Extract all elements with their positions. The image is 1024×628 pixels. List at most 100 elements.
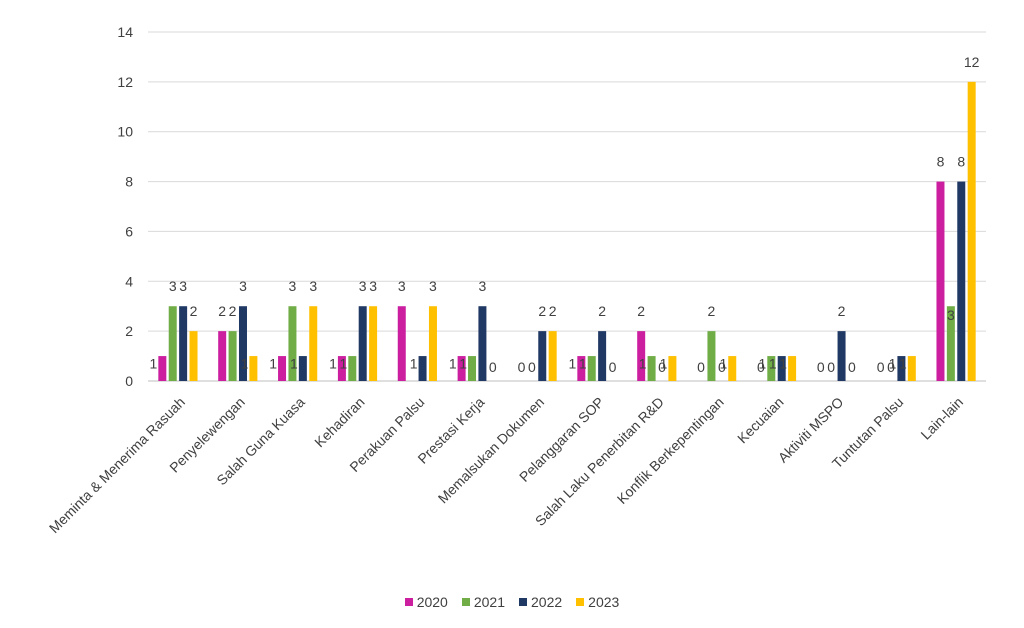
data-label: 1 (899, 356, 907, 372)
data-label: 12 (964, 54, 980, 70)
data-label: 2 (190, 303, 198, 319)
category-label: Konflik Berkepentingan (614, 394, 727, 507)
bar-2021 (767, 356, 776, 381)
bar-2023 (967, 81, 976, 381)
y-tick-label: 8 (125, 174, 133, 190)
data-label: 1 (241, 356, 249, 372)
data-label: 0 (609, 359, 617, 375)
data-label: 3 (359, 278, 367, 294)
legend-item: 2023 (576, 594, 619, 610)
bar-2023 (668, 356, 677, 381)
y-tick-label: 10 (117, 124, 133, 140)
data-label: 1 (269, 356, 277, 372)
bar-2022 (598, 331, 607, 381)
bar-2023 (369, 306, 378, 381)
data-label: 8 (957, 154, 965, 170)
bar-2020 (218, 331, 227, 381)
category-label: Kehadiran (311, 394, 367, 450)
data-label: 1 (579, 356, 587, 372)
data-label: 1 (569, 356, 577, 372)
data-label: 8 (937, 154, 945, 170)
legend-label: 2020 (416, 594, 448, 610)
data-label: 3 (369, 278, 377, 294)
data-label: 3 (239, 278, 247, 294)
data-label: 0 (528, 359, 536, 375)
bar-2021 (587, 356, 596, 381)
data-label: 3 (309, 278, 317, 294)
bar-2022 (238, 306, 247, 381)
data-label: 1 (290, 356, 298, 372)
bar-2023 (788, 356, 797, 381)
bar-2023 (728, 356, 737, 381)
bar-2020 (337, 356, 346, 381)
data-label: 3 (289, 278, 297, 294)
data-label: 1 (719, 356, 727, 372)
data-label: 0 (817, 359, 825, 375)
bar-2021 (946, 306, 955, 381)
data-label: 3 (169, 278, 177, 294)
bar-2023 (309, 306, 318, 381)
bar-2022 (179, 306, 188, 381)
category-label: Kecuaian (734, 394, 787, 447)
bar-2020 (397, 306, 406, 381)
bar-2022 (358, 306, 367, 381)
data-label: 2 (637, 303, 645, 319)
bar-2023 (428, 306, 437, 381)
legend-swatch (461, 598, 470, 606)
y-tick-label: 0 (125, 373, 133, 389)
bar-2021 (168, 306, 177, 381)
bar-2020 (577, 356, 586, 381)
legend: 2020 2021 2022 2023 (0, 594, 1024, 610)
data-label: 0 (877, 359, 885, 375)
legend-swatch (519, 598, 527, 606)
data-label: 1 (329, 356, 337, 372)
legend-label: 2021 (473, 594, 505, 610)
bar-2023 (548, 331, 557, 381)
data-label: 1 (150, 356, 158, 372)
bar-2021 (228, 331, 237, 381)
y-tick-label: 14 (117, 24, 133, 40)
bar-2022 (957, 181, 966, 381)
data-label: 1 (759, 356, 767, 372)
bar-2022 (478, 306, 487, 381)
bar-2022 (298, 356, 307, 381)
data-label: 2 (838, 303, 846, 319)
data-label: 0 (848, 359, 856, 375)
data-label: 0 (827, 359, 835, 375)
bar-2021 (647, 356, 656, 381)
y-tick-label: 12 (117, 74, 133, 90)
data-label: 1 (449, 356, 457, 372)
bar-2021 (468, 356, 477, 381)
bar-2020 (158, 356, 167, 381)
data-label: 0 (658, 359, 666, 375)
data-label: 0 (757, 359, 765, 375)
data-label: 3 (398, 278, 406, 294)
data-label: 3 (947, 307, 955, 323)
legend-label: 2023 (588, 594, 620, 610)
data-label: 1 (340, 356, 348, 372)
x-axis-labels: Meminta & Menerima RasuahPenyelewenganSa… (46, 394, 966, 536)
bar-2022 (777, 356, 786, 381)
data-label: 2 (538, 303, 546, 319)
bars (158, 81, 976, 381)
bar-2022 (538, 331, 547, 381)
category-label: Lain-lain (917, 394, 966, 443)
data-label: 2 (708, 303, 716, 319)
legend-label: 2022 (531, 594, 563, 610)
y-axis-ticks: 0 2 4 6 8 10 12 14 (117, 24, 133, 389)
data-label: 0 (518, 359, 526, 375)
data-label: 3 (179, 278, 187, 294)
gridlines (148, 31, 986, 382)
bar-2020 (936, 181, 945, 381)
y-tick-label: 6 (125, 223, 133, 239)
legend-item: 2020 (404, 594, 448, 610)
data-label: 2 (549, 303, 557, 319)
data-label: 1 (769, 356, 777, 372)
bar-2022 (418, 356, 427, 381)
bar-2020 (637, 331, 646, 381)
legend-swatch (576, 598, 585, 606)
bar-2020 (457, 356, 466, 381)
